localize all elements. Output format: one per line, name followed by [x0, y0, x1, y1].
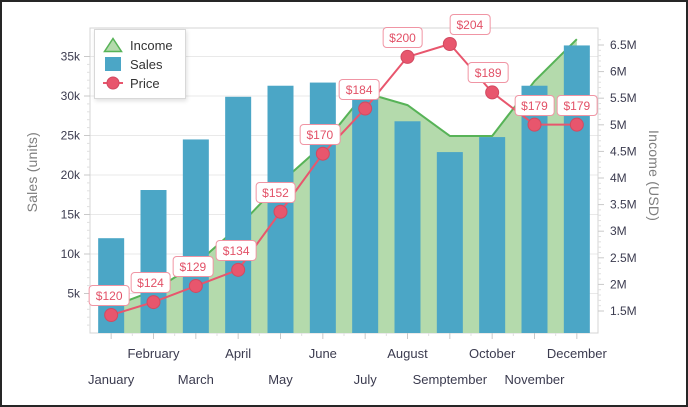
right-axis-tick-label: 6.5M: [610, 38, 637, 52]
x-axis-label-july: July: [354, 372, 378, 387]
x-axis-label-august: August: [387, 346, 428, 361]
right-axis-tick-label: 4.5M: [610, 144, 637, 158]
right-axis-tick-label: 1.5M: [610, 304, 637, 318]
left-axis-tick-label: 35k: [61, 50, 81, 64]
area-triangle-icon: [103, 37, 123, 53]
left-axis-tick-label: 5k: [67, 287, 81, 301]
left-axis-tick-label: 25k: [61, 129, 81, 143]
price-point-label: $170: [299, 123, 341, 145]
sales-bar-july[interactable]: [352, 92, 379, 333]
price-marker-february[interactable]: [146, 295, 161, 310]
legend-item-label: Price: [130, 75, 160, 91]
price-marker-november[interactable]: [527, 117, 542, 132]
price-point-label: $152: [255, 181, 296, 203]
sales-bar-august[interactable]: [394, 121, 421, 333]
price-marker-june[interactable]: [315, 146, 330, 161]
x-axis-label-january: January: [88, 372, 135, 387]
left-axis-tick-label: 30k: [61, 89, 81, 103]
chart-legend: Income Sales Price: [94, 29, 186, 99]
price-marker-may[interactable]: [273, 204, 288, 219]
left-axis-tick-label: 10k: [61, 247, 81, 261]
price-point-label: $124: [130, 272, 171, 294]
sales-bar-semptember[interactable]: [436, 152, 463, 333]
right-axis-tick-label: 5M: [610, 118, 627, 132]
left-axis-title: Sales (units): [24, 132, 40, 213]
price-point-label: $189: [467, 62, 509, 84]
price-marker-january[interactable]: [104, 308, 119, 322]
price-marker-august[interactable]: [400, 49, 415, 64]
price-marker-april[interactable]: [231, 262, 246, 277]
sales-bar-february[interactable]: [140, 190, 167, 333]
legend-item-label: Income: [130, 37, 173, 53]
x-axis-label-november: November: [505, 372, 566, 387]
legend-item-income[interactable]: Income: [103, 37, 173, 53]
x-axis-label-march: March: [178, 372, 214, 387]
x-axis-label-december: December: [547, 346, 608, 361]
price-point-label: $179: [556, 94, 598, 116]
sales-bar-october[interactable]: [479, 137, 506, 333]
price-point-label: $134: [215, 239, 257, 261]
legend-item-sales[interactable]: Sales: [103, 56, 173, 72]
right-axis-tick-label: 4M: [610, 171, 627, 185]
right-axis-tick-label: 2M: [610, 277, 627, 291]
price-marker-march[interactable]: [188, 278, 203, 293]
sales-bar-march[interactable]: [182, 139, 209, 333]
bar-square-icon: [105, 57, 121, 71]
line-circle-icon: [103, 76, 123, 90]
left-axis-tick-label: 20k: [61, 168, 81, 182]
x-axis-label-april: April: [225, 346, 251, 361]
x-axis-label-semptember: Semptember: [413, 372, 488, 387]
x-axis-label-june: June: [309, 346, 337, 361]
x-axis-label-february: February: [127, 346, 180, 361]
price-point-label: $184: [338, 78, 380, 100]
right-axis-title: Income (USD): [646, 130, 662, 222]
price-point-label: $120: [88, 285, 130, 306]
price-point-label: $204: [449, 13, 491, 35]
price-marker-october[interactable]: [485, 85, 500, 100]
right-axis-tick-label: 3M: [610, 224, 627, 238]
right-axis-tick-label: 3.5M: [610, 198, 637, 212]
price-marker-july[interactable]: [358, 101, 373, 116]
right-axis-tick-label: 2.5M: [610, 251, 637, 265]
sales-bar-december[interactable]: [563, 45, 590, 333]
price-marker-december[interactable]: [569, 117, 584, 132]
left-axis-tick-label: 15k: [61, 208, 81, 222]
price-point-label: $200: [382, 26, 423, 48]
right-axis-tick-label: 6M: [610, 65, 627, 79]
price-point-label: $129: [172, 255, 214, 277]
sales-bar-april[interactable]: [225, 96, 252, 333]
price-line: [110, 42, 577, 316]
legend-item-label: Sales: [130, 56, 163, 72]
x-axis-label-may: May: [268, 372, 293, 387]
right-axis-tick-label: 5.5M: [610, 91, 637, 105]
price-marker-semptember[interactable]: [442, 36, 457, 51]
x-axis-label-october: October: [469, 346, 516, 361]
sales-bar-june[interactable]: [309, 82, 336, 333]
price-point-label: $179: [514, 94, 555, 116]
legend-item-price[interactable]: Price: [103, 75, 173, 91]
